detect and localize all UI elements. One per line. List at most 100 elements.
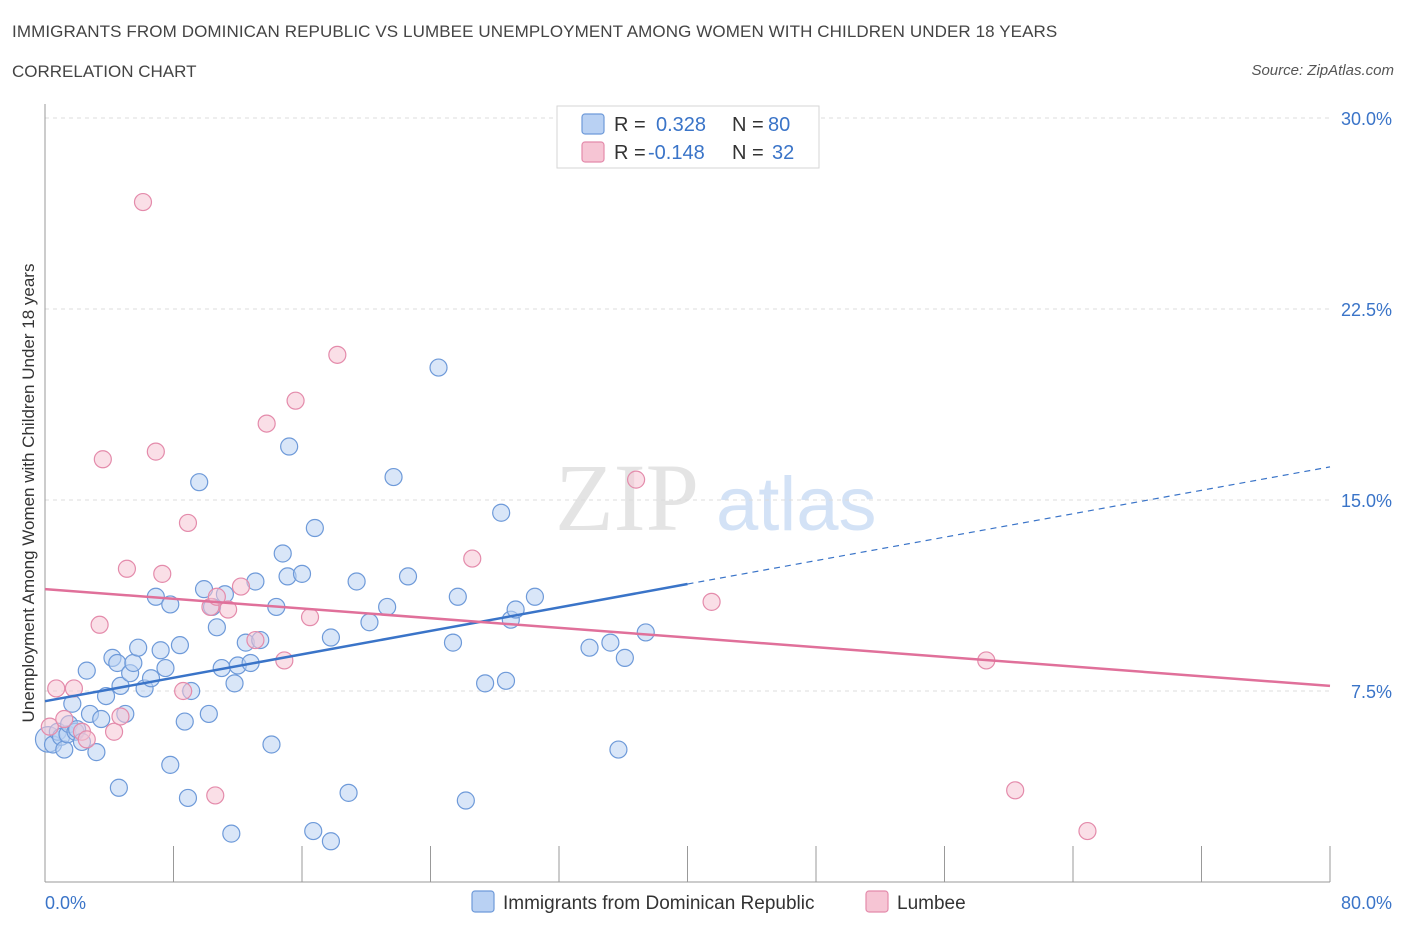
dominican-point	[615, 648, 634, 667]
dominican-point	[156, 658, 175, 678]
dominican-point	[601, 633, 620, 652]
lumbee-point	[219, 600, 238, 619]
lumbee-point	[146, 442, 165, 461]
dominican-point	[129, 638, 148, 657]
lumbee-point	[90, 615, 109, 634]
stats-legend-swatch-pink	[581, 141, 605, 163]
dominican-point	[609, 740, 628, 759]
x-tick-label-0: 0.0%	[45, 893, 86, 913]
dominican-point	[429, 358, 448, 377]
dominican-point	[55, 740, 74, 759]
lumbee-trend-line	[44, 587, 1331, 688]
lumbee-point	[178, 513, 198, 533]
dominican-point	[398, 567, 418, 586]
dominican-point	[222, 824, 241, 843]
dominican-point	[262, 735, 281, 754]
lumbee-point	[93, 450, 112, 469]
dominican-point	[124, 653, 143, 673]
tick-labels: 7.5% 15.0% 22.5% 30.0% 0.0% 80.0%	[45, 109, 1392, 913]
lumbee-point	[257, 414, 276, 433]
dominican-point	[378, 597, 397, 617]
dominican-point	[384, 467, 403, 487]
legend-swatch-dominican	[471, 890, 495, 913]
dominican-point	[305, 518, 324, 538]
dominican-point	[496, 671, 516, 690]
dominican-point	[141, 669, 161, 688]
lumbee-point	[117, 559, 137, 578]
legend-label-dominican: Immigrants from Dominican Republic	[503, 893, 815, 914]
watermark-atlas: atlas	[716, 462, 877, 547]
chart-title: IMMIGRANTS FROM DOMINICAN REPUBLIC VS LU…	[12, 22, 1058, 41]
stats-r-label-1: R =	[614, 114, 646, 136]
lumbee-point	[702, 592, 721, 611]
trend-lines	[44, 466, 1331, 703]
y-tick-label-0: 7.5%	[1351, 682, 1392, 702]
dominican-trend-extension	[687, 466, 1331, 585]
dominican-point	[161, 595, 180, 614]
lumbee-point	[153, 564, 172, 583]
lumbee-point	[206, 786, 225, 805]
x-tick-label-1: 80.0%	[1341, 893, 1392, 913]
stats-legend-swatch-blue	[581, 113, 605, 135]
lumbee-point	[111, 707, 130, 726]
stats-r-value-1: 0.328	[656, 114, 706, 136]
gridlines	[45, 117, 1330, 692]
legend-label-lumbee: Lumbee	[897, 893, 966, 914]
stats-legend: R = 0.328 N = 80 R = -0.148 N = 32	[556, 105, 820, 169]
dominican-trend-line	[44, 582, 688, 703]
lumbee-point	[133, 192, 153, 212]
y-tick-label-3: 30.0%	[1341, 109, 1392, 129]
lumbee-point	[463, 549, 482, 568]
stats-n-label-1: N =	[732, 114, 764, 136]
stats-n-value-1: 80	[768, 114, 790, 136]
dominican-point	[321, 628, 341, 647]
dominican-point	[492, 503, 511, 522]
dominican-point	[109, 778, 128, 797]
dominican-point	[77, 661, 96, 680]
y-tick-label-2: 22.5%	[1341, 300, 1392, 320]
y-tick-label-1: 15.0%	[1341, 491, 1392, 511]
dominican-point	[304, 821, 323, 841]
lumbee-point	[246, 630, 265, 650]
watermark-zip: ZIP	[555, 444, 699, 551]
lumbee-point	[1078, 821, 1097, 841]
dominican-point	[190, 473, 209, 492]
dominican-point	[161, 755, 180, 774]
dominican-point	[321, 832, 341, 851]
stats-n-value-2: 32	[772, 142, 794, 164]
legend-swatch-lumbee	[865, 890, 889, 913]
dominican-point	[175, 712, 194, 731]
chart-subtitle: CORRELATION CHART	[12, 62, 197, 81]
stats-n-label-2: N =	[732, 142, 764, 164]
dominican-point	[636, 623, 655, 642]
dominican-point	[292, 564, 312, 583]
lumbee-point	[275, 651, 294, 670]
dominican-point	[443, 633, 463, 652]
lumbee-point	[286, 391, 305, 410]
lumbee-point	[231, 577, 251, 596]
lumbee-point	[626, 470, 646, 489]
dominican-point	[280, 437, 299, 456]
dominican-point	[199, 704, 218, 724]
lumbee-point	[47, 679, 66, 698]
lumbee-point	[40, 717, 59, 736]
dominican-point	[448, 587, 467, 606]
series-dominican-points	[34, 358, 655, 851]
dominican-point	[87, 743, 106, 762]
dominican-point	[525, 587, 545, 606]
dominican-point	[170, 636, 190, 655]
dominican-point	[360, 613, 379, 632]
dominican-point	[580, 638, 599, 657]
dominican-point	[151, 641, 170, 660]
axes	[44, 104, 1331, 883]
stats-r-label-2: R =	[614, 142, 646, 164]
dominican-point	[178, 788, 198, 808]
lumbee-point	[328, 345, 347, 364]
source-label: Source: ZipAtlas.com	[1251, 62, 1394, 79]
dominican-point	[339, 783, 358, 802]
lumbee-point	[174, 681, 193, 701]
stats-r-value-2: -0.148	[648, 142, 705, 164]
dominican-point	[476, 674, 495, 693]
lumbee-point	[104, 722, 124, 741]
